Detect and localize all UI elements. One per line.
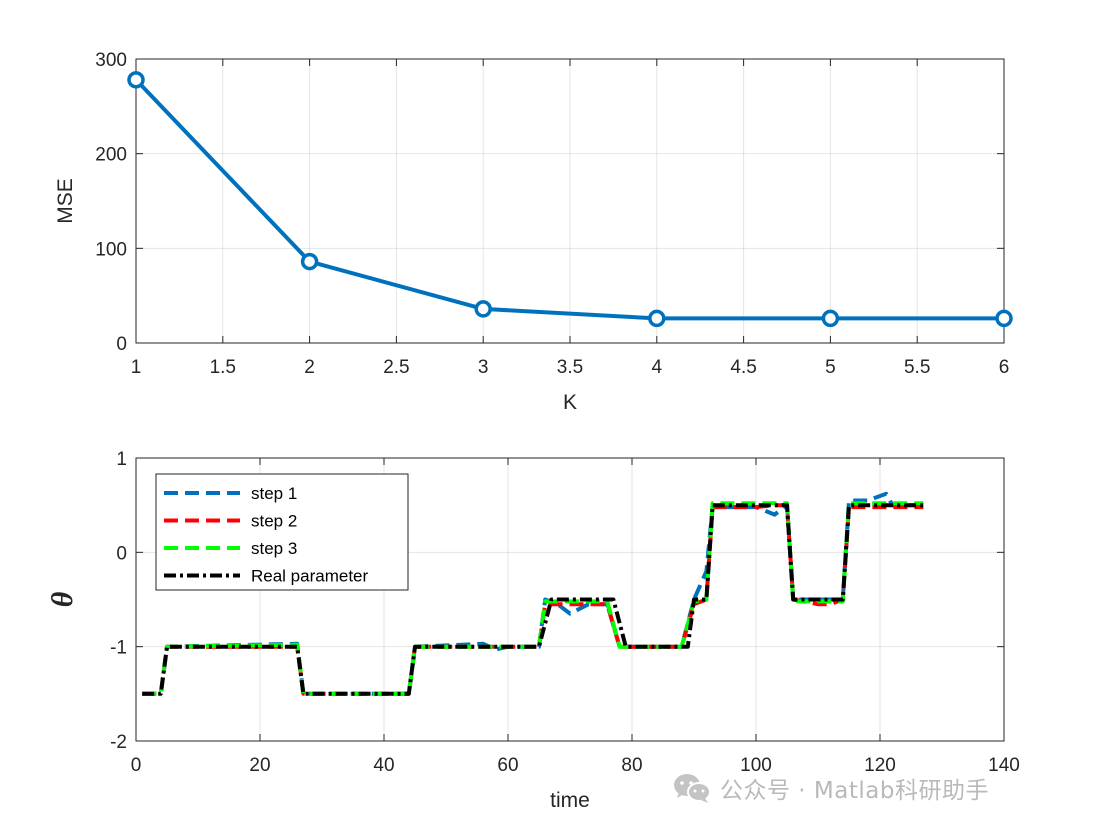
x-tick-label: 6 <box>999 357 1010 378</box>
y-tick-label: 100 <box>95 239 127 260</box>
wechat-icon <box>674 774 711 803</box>
data-point <box>995 309 1013 328</box>
x-tick-label: 80 <box>621 755 642 776</box>
x-tick-label: 4 <box>652 357 663 378</box>
series-line-real-parameter <box>142 503 924 696</box>
x-tick-label: 1.5 <box>210 357 236 378</box>
legend-label: step 3 <box>251 539 297 558</box>
x-tick-label: 4.5 <box>730 357 756 378</box>
x-tick-label: 0 <box>131 755 142 776</box>
y-tick-label: 0 <box>116 334 127 355</box>
x-tick-label: 140 <box>988 755 1020 776</box>
series-line-step-2 <box>142 503 924 696</box>
x-axis-label: K <box>563 391 577 414</box>
watermark-text: 公众号 · Matlab科研助手 <box>720 778 989 804</box>
x-tick-label: 1 <box>131 357 142 378</box>
plot-area <box>136 59 1004 343</box>
data-point <box>300 252 319 271</box>
legend: step 1 step 2 step 3 Real parameter <box>155 473 409 591</box>
series-line <box>134 78 1004 321</box>
y-tick-label: -1 <box>110 638 127 659</box>
mse-vs-k-axes: 1 1.5 2 2.5 3 3.5 4 4.5 5 5.5 6 0 100 200 300 K MSE <box>54 50 1013 414</box>
x-tick-label: 60 <box>497 755 518 776</box>
data-point <box>127 71 145 89</box>
x-tick-label: 3 <box>478 357 489 378</box>
data-point <box>474 300 492 318</box>
x-tick-label: 2 <box>304 357 315 378</box>
x-tick-label: 2.5 <box>383 357 409 378</box>
data-point <box>821 309 840 328</box>
legend-label: step 1 <box>251 484 297 503</box>
legend-label: Real parameter <box>251 567 369 586</box>
x-tick-label: 40 <box>373 755 394 776</box>
y-tick-label: 0 <box>116 543 127 564</box>
y-tick-label: -2 <box>110 732 127 753</box>
watermark: 公众号 · Matlab科研助手 <box>672 768 989 808</box>
x-tick-label: 20 <box>249 755 270 776</box>
y-tick-label: 1 <box>116 449 127 470</box>
axes-box <box>135 58 1005 344</box>
y-tick-label: 300 <box>95 50 127 71</box>
y-axis-label: MSE <box>54 178 77 224</box>
y-tick-label: 200 <box>95 145 127 166</box>
legend-label: step 2 <box>251 512 297 531</box>
x-tick-label: 5 <box>825 357 836 378</box>
x-tick-label: 120 <box>864 755 896 776</box>
x-tick-label: 100 <box>740 755 772 776</box>
x-tick-label: 3.5 <box>557 357 583 378</box>
data-point <box>648 309 666 328</box>
series-line-step-3 <box>142 501 924 696</box>
y-axis-label: θ <box>46 591 79 607</box>
x-axis-label: time <box>550 789 590 812</box>
axes-box <box>135 457 1005 742</box>
x-tick-label: 5.5 <box>904 357 930 378</box>
